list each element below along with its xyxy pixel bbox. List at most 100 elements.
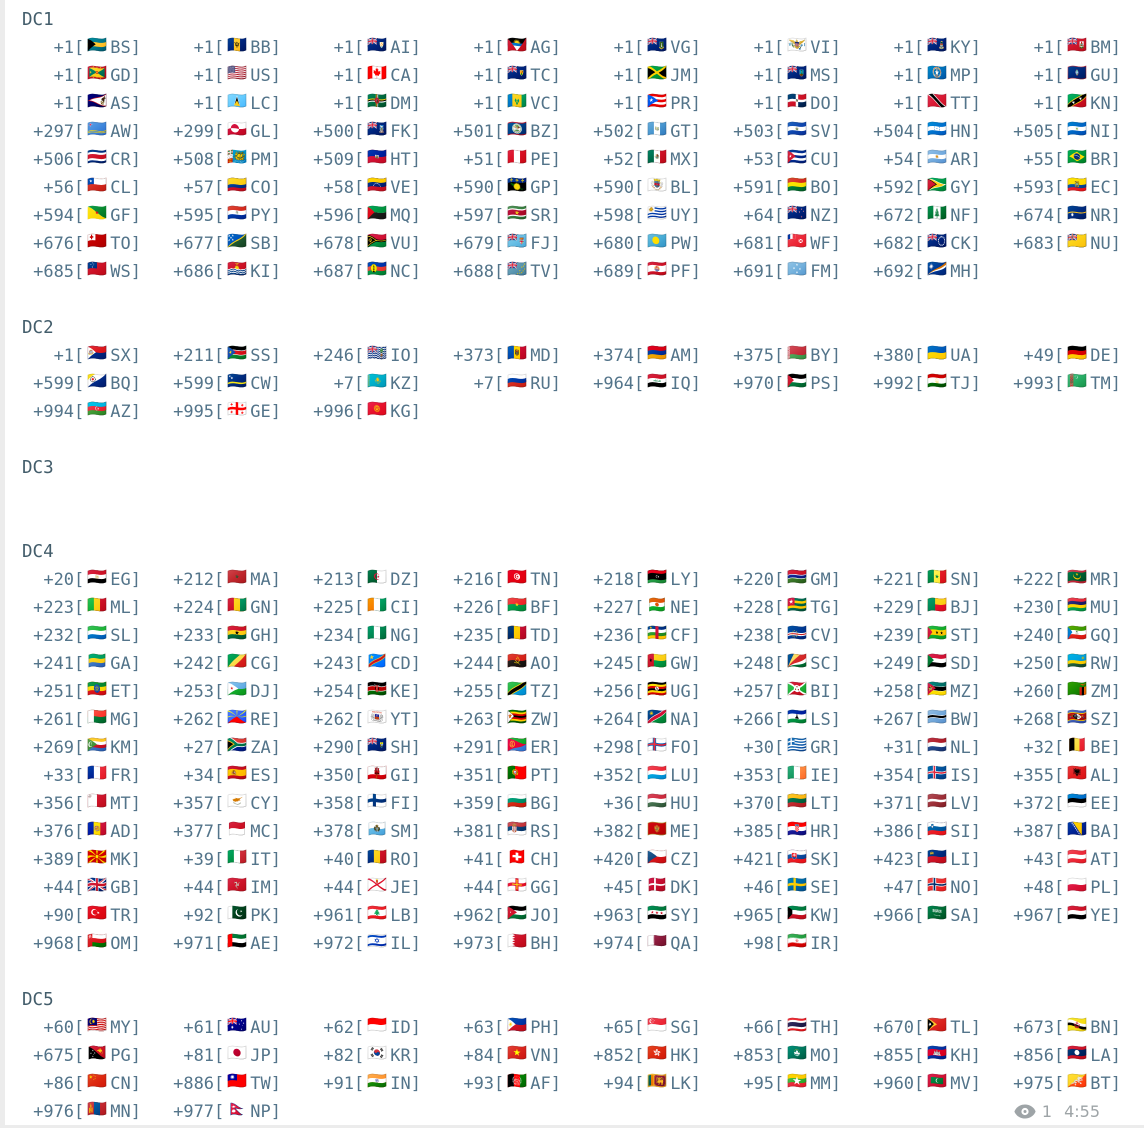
- dial-code: +599[: [173, 374, 225, 394]
- phone-code-entry: +961[🇱🇧 LB]: [285, 902, 425, 930]
- country-flag-icon: 🇸🇨: [787, 653, 808, 670]
- dial-code: +351[: [453, 766, 505, 786]
- dial-code: +236[: [593, 626, 645, 646]
- country-flag-icon: 🇹🇹: [927, 93, 948, 110]
- dial-code: +1[: [333, 66, 365, 86]
- phone-code-entry: +351[🇵🇹 PT]: [425, 762, 565, 790]
- dial-code: +269[: [33, 738, 85, 758]
- country-flag-icon: 🇨🇿: [647, 849, 668, 866]
- country-flag-icon: 🇰🇾: [927, 37, 948, 54]
- country-flag-icon: 🇲🇷: [1067, 569, 1088, 586]
- dial-code: +268[: [1013, 710, 1065, 730]
- country-code: AI]: [390, 38, 421, 58]
- phone-code-entry: +248[🇸🇨 SC]: [705, 650, 845, 678]
- country-flag-icon: 🇱🇻: [927, 793, 948, 810]
- dial-code: +374[: [593, 346, 645, 366]
- country-flag-icon: 🇵🇸: [787, 373, 808, 390]
- dial-code: +61[: [183, 1018, 225, 1038]
- dial-code: +1[: [53, 38, 85, 58]
- phone-code-entry: +853[🇲🇴 MO]: [705, 1042, 845, 1070]
- phone-code-entry: +686[🇰🇮 KI]: [145, 258, 285, 286]
- dial-code: +62[: [323, 1018, 365, 1038]
- phone-code-entry: +262[🇾🇹 YT]: [285, 706, 425, 734]
- dial-code: +975[: [1013, 1074, 1065, 1094]
- dial-code: +599[: [33, 374, 85, 394]
- phone-code-entry: +977[🇳🇵 NP]: [145, 1098, 285, 1126]
- phone-code-entry: +34[🇪🇸 ES]: [145, 762, 285, 790]
- dial-code: +962[: [453, 906, 505, 926]
- country-flag-icon: 🇩🇿: [367, 569, 388, 586]
- dial-code: +359[: [453, 794, 505, 814]
- dial-code: +82[: [323, 1046, 365, 1066]
- phone-code-entry: +673[🇧🇳 BN]: [985, 1014, 1125, 1042]
- phone-code-entry: +856[🇱🇦 LA]: [985, 1042, 1125, 1070]
- phone-code-entry: +594[🇬🇫 GF]: [5, 202, 145, 230]
- country-code: IS]: [950, 766, 981, 786]
- country-flag-icon: 🇷🇺: [507, 373, 528, 390]
- country-code: PK]: [250, 906, 281, 926]
- country-flag-icon: 🇷🇴: [367, 849, 388, 866]
- country-flag-icon: 🇧🇳: [1067, 1017, 1088, 1034]
- dial-code: +373[: [453, 346, 505, 366]
- phone-code-entry: +245[🇬🇼 GW]: [565, 650, 705, 678]
- country-flag-icon: 🇨🇬: [227, 653, 248, 670]
- country-flag-icon: 🇱🇹: [787, 793, 808, 810]
- country-flag-icon: 🇬🇶: [1067, 625, 1088, 642]
- country-flag-icon: 🇲🇬: [87, 709, 108, 726]
- dial-code: +502[: [593, 122, 645, 142]
- dial-code: +967[: [1013, 906, 1065, 926]
- phone-code-entry: +966[🇸🇦 SA]: [845, 902, 985, 930]
- country-flag-icon: 🇺🇦: [927, 345, 948, 362]
- dial-code: +48[: [1023, 878, 1065, 898]
- country-flag-icon: 🇲🇻: [927, 1073, 948, 1090]
- country-code: BT]: [1090, 1074, 1121, 1094]
- country-code: CF]: [670, 626, 701, 646]
- dial-code: +299[: [173, 122, 225, 142]
- country-code: NG]: [390, 626, 421, 646]
- country-code: EG]: [110, 570, 141, 590]
- phone-code-entry: +7[🇷🇺 RU]: [425, 370, 565, 398]
- phone-code-entry: +268[🇸🇿 SZ]: [985, 706, 1125, 734]
- phone-code-entry: +962[🇯🇴 JO]: [425, 902, 565, 930]
- dial-code: +250[: [1013, 654, 1065, 674]
- country-flag-icon: 🇬🇧: [87, 877, 108, 894]
- country-code: SH]: [390, 738, 421, 758]
- dial-code: +973[: [453, 934, 505, 954]
- country-code: WS]: [110, 262, 141, 282]
- dial-code: +357[: [173, 794, 225, 814]
- country-code: KY]: [950, 38, 981, 58]
- country-flag-icon: 🇸🇽: [87, 345, 108, 362]
- country-flag-icon: 🇹🇭: [787, 1017, 808, 1034]
- dial-code: +27[: [183, 738, 225, 758]
- country-code: AM]: [670, 346, 701, 366]
- country-flag-icon: 🇬🇫: [87, 205, 108, 222]
- phone-code-entry: +992[🇹🇯 TJ]: [845, 370, 985, 398]
- country-flag-icon: 🇨🇻: [787, 625, 808, 642]
- country-code: SZ]: [1090, 710, 1121, 730]
- country-flag-icon: 🇦🇲: [647, 345, 668, 362]
- phone-code-entry: +592[🇬🇾 GY]: [845, 174, 985, 202]
- phone-code-entry: +251[🇪🇹 ET]: [5, 678, 145, 706]
- country-flag-icon: 🇵🇷: [647, 93, 668, 110]
- phone-code-entry: +221[🇸🇳 SN]: [845, 566, 985, 594]
- phone-code-entry: +290[🇸🇭 SH]: [285, 734, 425, 762]
- phone-code-entry: +682[🇨🇰 CK]: [845, 230, 985, 258]
- country-flag-icon: 🇹🇴: [87, 233, 108, 250]
- country-flag-icon: 🇷🇪: [227, 709, 248, 726]
- country-code: MQ]: [390, 206, 421, 226]
- country-flag-icon: 🇳🇫: [927, 205, 948, 222]
- country-code: BJ]: [950, 598, 981, 618]
- country-flag-icon: 🇧🇸: [87, 37, 108, 54]
- country-code: MD]: [530, 346, 561, 366]
- country-flag-icon: 🇰🇬: [367, 401, 388, 418]
- phone-code-entry: +31[🇳🇱 NL]: [845, 734, 985, 762]
- country-flag-icon: 🇸🇮: [927, 821, 948, 838]
- country-code: BY]: [810, 346, 841, 366]
- country-code: AR]: [950, 150, 981, 170]
- dial-code: +686[: [173, 262, 225, 282]
- phone-code-entry: +218[🇱🇾 LY]: [565, 566, 705, 594]
- dial-code: +66[: [743, 1018, 785, 1038]
- phone-code-entry: +66[🇹🇭 TH]: [705, 1014, 845, 1042]
- phone-code-entry: +44[🇬🇧 GB]: [5, 874, 145, 902]
- phone-code-entry: +260[🇿🇲 ZM]: [985, 678, 1125, 706]
